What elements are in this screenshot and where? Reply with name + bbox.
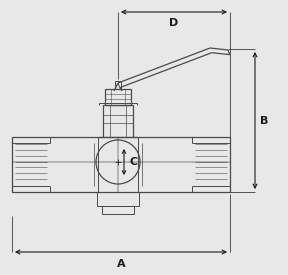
Bar [105, 89, 131, 105]
Text: A: A [117, 259, 125, 269]
Text: B: B [260, 116, 268, 125]
Bar [12, 137, 230, 192]
Text: C: C [129, 157, 137, 167]
Bar [103, 105, 133, 137]
Text: D: D [169, 18, 179, 28]
Bar [97, 192, 139, 206]
Bar [102, 206, 134, 214]
